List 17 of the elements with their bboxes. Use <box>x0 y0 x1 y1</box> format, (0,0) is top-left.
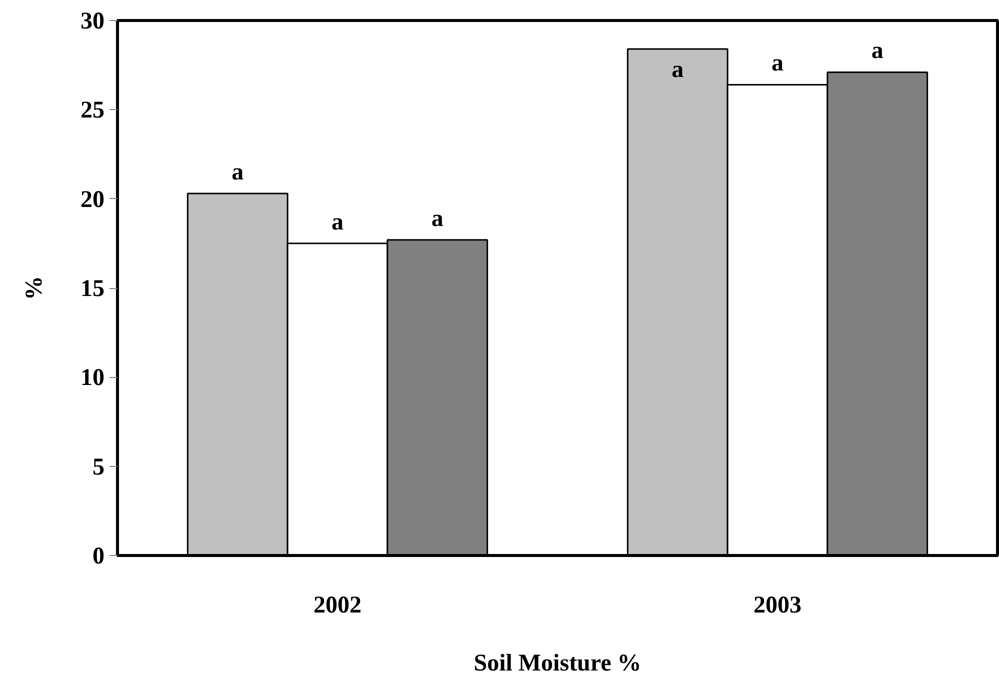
x-tick-label: 2003 <box>754 592 802 618</box>
y-tick-label: 10 <box>80 365 104 392</box>
y-tick-label: 25 <box>80 98 104 124</box>
annotation: a <box>672 57 684 84</box>
y-tick-label: 30 <box>80 8 104 34</box>
annotation: a <box>332 209 344 236</box>
annotation: a <box>232 159 244 186</box>
x-axis-title: Soil Moisture % <box>474 650 642 676</box>
y-tick-label: 15 <box>80 276 104 302</box>
y-tick-label: 5 <box>92 454 104 480</box>
annotation: a <box>772 50 784 77</box>
x-tick-label: 2002 <box>314 592 362 618</box>
annotation: a <box>871 38 884 64</box>
y-axis-title: % <box>22 276 48 300</box>
annotation: a <box>431 206 444 232</box>
y-tick-label: 0 <box>92 544 104 570</box>
y-tick-label: 20 <box>80 186 104 213</box>
